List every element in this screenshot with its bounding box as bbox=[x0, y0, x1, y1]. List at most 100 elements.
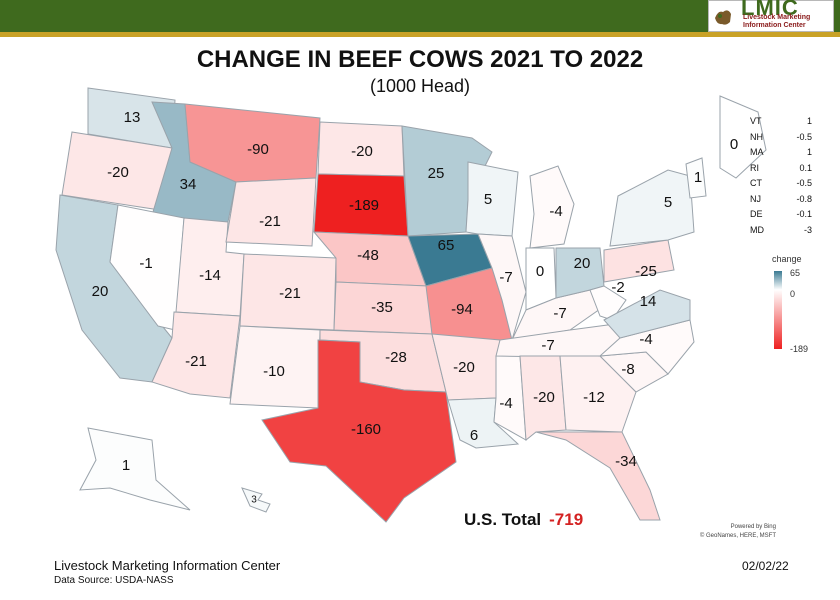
state-value-tn: -7 bbox=[541, 337, 554, 354]
cattle-logo-icon bbox=[715, 10, 731, 25]
small-state-code: DE bbox=[750, 209, 763, 219]
state-value-il: -7 bbox=[499, 269, 512, 286]
legend-min: -189 bbox=[790, 344, 809, 354]
state-value-wv: -2 bbox=[611, 279, 624, 296]
state-va bbox=[603, 289, 691, 339]
state-value-la: 6 bbox=[470, 427, 478, 444]
map-title: CHANGE IN BEEF COWS 2021 TO 2022 bbox=[196, 46, 644, 73]
state-value-co: -21 bbox=[279, 285, 301, 302]
state-value-vt: 1 bbox=[694, 169, 702, 186]
small-state-value: 0.1 bbox=[799, 162, 812, 173]
small-state-code: RI bbox=[750, 162, 759, 173]
small-state-code: MA bbox=[750, 147, 764, 157]
state-value-wa: 13 bbox=[124, 109, 141, 126]
small-states-table: VT 1 NH -0.5 MA 1 RI 0.1 CT -0.5 NJ -0.8 DE -0.1 MD -3 bbox=[750, 114, 812, 238]
legend-max: 65 bbox=[790, 268, 801, 278]
state-tx bbox=[261, 339, 457, 523]
state-value-nm: -10 bbox=[263, 363, 285, 380]
state-value-pa: -25 bbox=[635, 263, 657, 280]
small-state-value: 1 bbox=[806, 116, 812, 126]
small-state-value: -0.8 bbox=[796, 193, 812, 204]
attribution-text: © GeoNames, HERE, MSFT bbox=[699, 533, 776, 539]
small-state-row-ct: CT -0.5 bbox=[750, 176, 812, 192]
state-wv bbox=[589, 285, 627, 321]
state-value-ny: 5 bbox=[664, 194, 672, 211]
state-value-wy: -21 bbox=[259, 213, 281, 230]
small-state-row-md: MD -3 bbox=[750, 223, 812, 239]
small-state-row-vt: VT 1 bbox=[750, 114, 812, 130]
map-subtitle: (1000 Head) bbox=[369, 76, 471, 96]
lmic-logo: LMIC Livestock Marketing Information Cen… bbox=[708, 0, 834, 32]
small-state-code: NH bbox=[750, 131, 763, 142]
state-nv bbox=[109, 204, 185, 331]
state-value-ar: -20 bbox=[453, 359, 475, 376]
state-value-ga: -12 bbox=[583, 389, 605, 406]
state-ny bbox=[609, 169, 695, 247]
small-state-code: CT bbox=[750, 178, 762, 188]
small-state-value: 1 bbox=[806, 147, 812, 157]
small-state-row-nj: NJ -0.8 bbox=[750, 192, 812, 208]
state-me bbox=[719, 95, 767, 179]
state-vt bbox=[685, 157, 707, 199]
small-state-value: -3 bbox=[803, 224, 812, 235]
state-value-sd: -189 bbox=[349, 197, 379, 214]
state-value-tx: -160 bbox=[351, 421, 381, 438]
small-state-code: VT bbox=[750, 116, 762, 126]
state-mi bbox=[529, 165, 575, 249]
state-value-me: 0 bbox=[730, 136, 738, 153]
header-stripe bbox=[0, 32, 840, 37]
logo-brand: LMIC bbox=[741, 0, 799, 20]
small-state-code: MD bbox=[750, 224, 764, 235]
state-value-ca: 20 bbox=[92, 283, 109, 300]
footer-source: Data Source: USDA-NASS bbox=[54, 575, 174, 586]
state-value-or: -20 bbox=[107, 164, 129, 181]
footer-org: Livestock Marketing Information Center bbox=[54, 558, 281, 573]
state-value-ut: -14 bbox=[199, 267, 221, 284]
small-state-code: NJ bbox=[750, 193, 761, 204]
state-value-ks: -35 bbox=[371, 299, 393, 316]
small-state-row-de: DE -0.1 bbox=[750, 207, 812, 223]
state-value-fl: -34 bbox=[615, 453, 637, 470]
legend-mid: 0 bbox=[790, 289, 796, 299]
state-value-nc: -4 bbox=[639, 331, 652, 348]
state-value-mt: -90 bbox=[247, 141, 269, 158]
state-ak bbox=[79, 427, 191, 511]
small-state-value: -0.5 bbox=[796, 178, 812, 188]
state-value-va: 14 bbox=[640, 293, 657, 310]
legend-title: change bbox=[772, 254, 802, 264]
state-az bbox=[151, 311, 241, 399]
state-value-ky: -7 bbox=[553, 305, 566, 322]
logo-line-2: Information Center bbox=[743, 22, 806, 29]
powered-by: Powered by Bing bbox=[730, 524, 776, 530]
state-pa bbox=[603, 239, 675, 283]
state-value-in: 0 bbox=[536, 263, 544, 280]
state-value-mi: -4 bbox=[549, 203, 562, 220]
state-al bbox=[519, 355, 567, 441]
color-legend: change 65 0 -189 bbox=[772, 254, 832, 354]
state-value-ms: -4 bbox=[499, 395, 512, 412]
state-value-mn: 25 bbox=[428, 165, 445, 182]
state-value-al: -20 bbox=[533, 389, 555, 406]
footer-date: 02/02/22 bbox=[742, 559, 789, 573]
logo-line-1: Livestock Marketing bbox=[743, 14, 811, 21]
small-state-value: -0.1 bbox=[796, 209, 812, 219]
state-value-id: 34 bbox=[180, 176, 197, 193]
legend-gradient bbox=[774, 271, 782, 349]
state-value-ia: 65 bbox=[438, 237, 455, 254]
state-hi bbox=[241, 487, 271, 513]
state-value-wi: 5 bbox=[484, 191, 492, 208]
us-total-label: U.S. Total bbox=[464, 510, 542, 529]
state-ga bbox=[559, 355, 637, 433]
state-value-nv: -1 bbox=[139, 255, 152, 272]
state-value-mo: -94 bbox=[451, 301, 473, 318]
state-fl bbox=[535, 431, 661, 521]
state-value-ok: -28 bbox=[385, 349, 407, 366]
small-state-row-ma: MA 1 bbox=[750, 145, 812, 161]
state-value-nd: -20 bbox=[351, 143, 373, 160]
state-value-hi: 3 bbox=[251, 495, 257, 506]
us-total: U.S. Total -719 bbox=[464, 510, 583, 530]
state-value-ak: 1 bbox=[122, 457, 130, 474]
small-state-row-nh: NH -0.5 bbox=[750, 130, 812, 146]
state-value-ne: -48 bbox=[357, 247, 379, 264]
